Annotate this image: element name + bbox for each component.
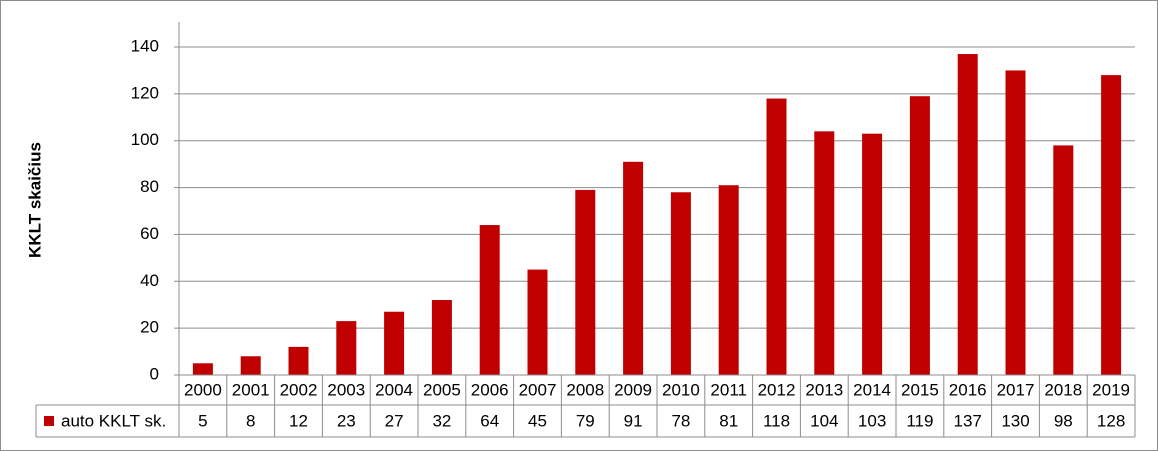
data-label: 79 [576,411,595,430]
y-tick-label: 100 [131,130,159,149]
bar [336,321,357,375]
data-label: 98 [1054,411,1073,430]
bars [192,54,1122,376]
y-axis-label: KKLT skaičius [25,142,44,258]
x-tick-label: 2002 [280,380,318,399]
x-tick-label: 2000 [184,380,222,399]
data-label: 130 [1001,411,1029,430]
x-tick-label: 2019 [1092,380,1130,399]
bar [862,133,883,375]
y-tick-label: 40 [140,271,159,290]
bar [909,96,930,375]
legend-swatch [44,416,54,426]
data-label: 81 [719,411,738,430]
x-tick-label: 2001 [232,380,270,399]
x-tick-label: 2003 [327,380,365,399]
bar [479,225,500,375]
x-tick-label: 2008 [566,380,604,399]
x-tick-label: 2013 [805,380,843,399]
legend-label: auto KKLT sk. [61,411,166,430]
data-label: 8 [246,411,255,430]
bar [1053,145,1074,375]
data-label: 118 [763,411,790,430]
x-tick-label: 2012 [758,380,796,399]
data-label: 64 [480,411,499,430]
x-tick-label: 2005 [423,380,461,399]
data-label: 91 [624,411,643,430]
x-tick-label: 2010 [662,380,700,399]
data-label: 12 [289,411,308,430]
bar [814,131,835,375]
y-tick-label: 80 [140,177,159,196]
x-tick-label: 2004 [375,380,413,399]
x-tick-label: 2009 [614,380,652,399]
bar [384,311,405,375]
x-tick-label: 2016 [949,380,987,399]
data-label: 27 [385,411,404,430]
gridlines [179,46,1135,329]
bar [288,346,309,375]
x-tick-label: 2006 [471,380,509,399]
data-label: 137 [954,411,982,430]
data-table: 2000 5 2001 8 2002 12 2003 23 2004 27 2005 32 2006 64… [35,374,1136,438]
data-label: 23 [337,411,356,430]
bar [623,161,644,375]
bar [718,185,739,375]
data-label: 78 [671,411,690,430]
y-tick-label: 20 [140,318,159,337]
x-tick-label: 2014 [853,380,891,399]
y-axis: 0 20 40 60 80 100 120 140 [131,22,180,383]
data-label: 119 [906,411,933,430]
bar [575,189,596,375]
x-tick-label: 2017 [997,380,1035,399]
y-tick-label: 60 [140,224,159,243]
data-label: 103 [858,411,886,430]
data-label: 104 [810,411,838,430]
bar [240,356,261,375]
data-label: 45 [528,411,547,430]
x-tick-label: 2018 [1044,380,1082,399]
bar [766,98,787,376]
bar [527,269,548,375]
bar [192,363,213,375]
x-tick-label: 2015 [901,380,939,399]
x-tick-label: 2007 [519,380,557,399]
bar [670,192,691,375]
data-label: 5 [198,411,207,430]
bar [1101,75,1122,375]
data-label: 128 [1097,411,1125,430]
data-label: 32 [432,411,451,430]
y-tick-label: 120 [131,83,159,102]
y-tick-label: 0 [150,364,159,383]
y-tick-label: 140 [131,36,159,55]
x-tick-label: 2011 [710,380,747,399]
bar [1005,70,1026,375]
bar [431,300,452,375]
bar [957,54,978,376]
